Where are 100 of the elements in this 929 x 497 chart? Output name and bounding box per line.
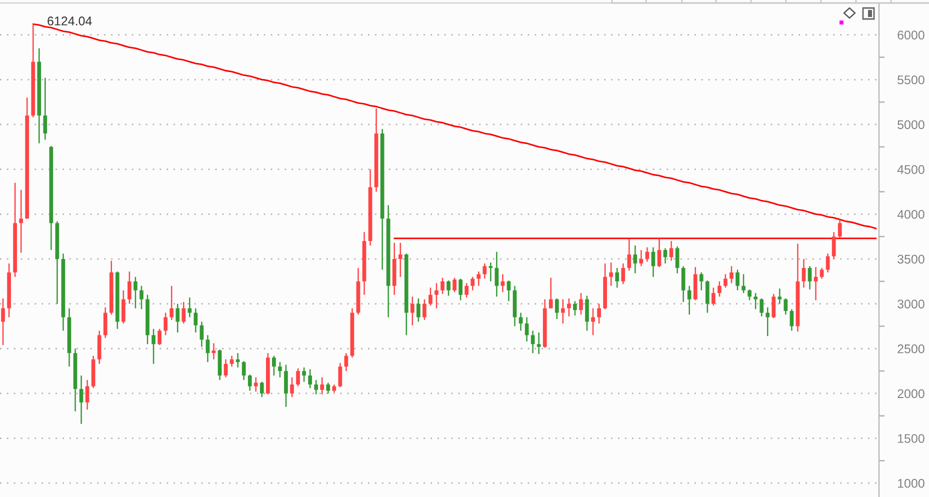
candlestick — [121, 290, 126, 324]
candlestick — [422, 298, 426, 321]
candlestick — [554, 298, 559, 320]
candlestick — [748, 288, 752, 301]
y-tick-label: 5000 — [898, 120, 924, 130]
candlestick — [754, 292, 758, 310]
candlestick — [302, 366, 306, 382]
candlestick — [826, 252, 830, 274]
y-tick-label: 3500 — [898, 254, 924, 264]
candlestick — [687, 285, 692, 316]
candlestick — [778, 288, 782, 304]
candlestick — [814, 266, 818, 301]
candlestick — [79, 374, 84, 425]
candlestick — [19, 189, 23, 254]
candlestick — [290, 376, 294, 398]
candlestick — [158, 328, 162, 346]
candlestick — [669, 240, 674, 262]
candlestick — [338, 362, 342, 388]
candlestick — [639, 249, 644, 267]
candlestick — [296, 368, 300, 387]
candlestick — [597, 303, 601, 324]
candlestick — [254, 376, 258, 392]
candlestick — [476, 270, 481, 286]
candlestick — [164, 312, 168, 336]
candlestick — [560, 298, 565, 324]
candlestick — [308, 368, 312, 389]
candlestick — [248, 374, 252, 392]
candlestick — [194, 308, 198, 334]
candlestick — [802, 258, 806, 288]
candlestick — [832, 231, 836, 260]
candlestick — [681, 266, 686, 303]
candlestick — [621, 262, 626, 285]
candlestick — [615, 267, 620, 288]
candlestick — [712, 287, 716, 306]
candlestick — [705, 280, 710, 314]
candlestick — [416, 298, 420, 322]
candlestick — [585, 295, 589, 332]
candlestick — [536, 332, 541, 355]
candlestick — [820, 267, 824, 280]
candlestick — [567, 298, 571, 317]
candlestick — [85, 379, 90, 410]
candlestick — [482, 262, 487, 280]
y-tick-label: 1500 — [898, 434, 924, 443]
candlestick — [573, 300, 577, 316]
candlestick — [506, 280, 511, 302]
candlestick — [320, 376, 324, 395]
y-tick-label: 2000 — [898, 389, 924, 398]
candlestick — [808, 266, 812, 290]
candlestick — [242, 360, 246, 381]
candlestick — [657, 238, 662, 268]
candlestick — [699, 272, 704, 291]
candlestick — [128, 270, 132, 304]
candlestick — [627, 238, 632, 272]
y-tick-label: 1000 — [898, 478, 924, 488]
y-tick-label: 3000 — [898, 300, 924, 308]
candlestick — [43, 77, 48, 140]
candlestick — [314, 379, 318, 395]
candlestick — [772, 293, 776, 319]
candlestick — [140, 285, 144, 310]
candlestick — [440, 277, 444, 295]
y-tick-label: 4000 — [897, 210, 924, 219]
candlestick — [1, 298, 5, 346]
candlestick — [591, 308, 595, 336]
candlestick — [464, 282, 469, 298]
candlestick — [488, 262, 493, 282]
candlestick — [458, 278, 462, 301]
candlestick — [176, 303, 180, 334]
candlestick — [838, 218, 842, 238]
y-tick-label: 5500 — [898, 75, 924, 84]
candlestick — [206, 334, 210, 363]
candlestick — [500, 274, 505, 293]
candlestick — [434, 282, 438, 309]
candlestick — [760, 298, 764, 317]
y-tick-label: 4500 — [897, 165, 924, 174]
candlestick — [470, 276, 475, 291]
candlestick — [326, 382, 330, 394]
candlestick — [452, 277, 456, 293]
candlestick — [446, 280, 450, 296]
candlestick — [152, 328, 156, 364]
candlestick — [736, 269, 740, 291]
candlestick — [530, 330, 535, 354]
y-tick-label: 2500 — [898, 344, 924, 354]
annotation: 6124.04 — [48, 16, 92, 26]
candlestick — [494, 251, 499, 298]
candlestick — [103, 306, 108, 338]
candlestick — [548, 277, 553, 309]
candlestick — [675, 246, 680, 274]
candlestick — [134, 276, 138, 309]
candlestick — [278, 361, 282, 378]
candlestick — [724, 274, 728, 288]
candlestick — [742, 274, 746, 294]
candlestick — [730, 266, 734, 284]
candlestick — [272, 355, 276, 376]
candlestick — [170, 285, 174, 321]
candlestick — [398, 242, 402, 278]
candlestick — [718, 280, 722, 298]
candlestick — [284, 364, 288, 408]
candlestick — [633, 244, 638, 274]
candlestick — [428, 287, 432, 306]
candlestick — [260, 381, 264, 398]
